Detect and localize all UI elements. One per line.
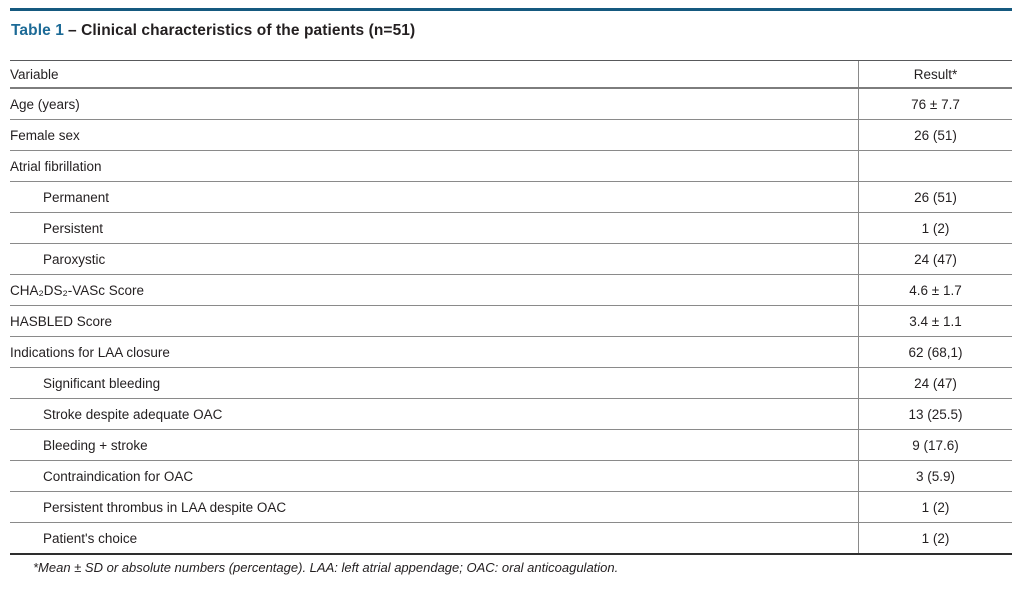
- result-cell: 76 ± 7.7: [858, 88, 1012, 120]
- variable-cell: Indications for LAA closure: [10, 336, 859, 368]
- table-row: Persistent 1 (2): [10, 212, 1012, 244]
- column-header-variable: Variable: [10, 60, 859, 89]
- result-cell: 62 (68,1): [858, 336, 1012, 368]
- variable-cell: Atrial fibrillation: [10, 150, 859, 182]
- table-row: Contraindication for OAC 3 (5.9): [10, 460, 1012, 492]
- variable-cell: Female sex: [10, 119, 859, 151]
- table-row: Indications for LAA closure 62 (68,1): [10, 336, 1012, 368]
- table-row: Persistent thrombus in LAA despite OAC 1 …: [10, 491, 1012, 523]
- table-top-rule: [10, 8, 1012, 11]
- result-cell: 1 (2): [858, 522, 1012, 555]
- result-cell: 24 (47): [858, 367, 1012, 399]
- table-title: Table 1– Clinical characteristics of the…: [11, 22, 415, 40]
- table-row: Paroxystic 24 (47): [10, 243, 1012, 275]
- table-row: CHA₂DS₂-VASc Score 4.6 ± 1.7: [10, 274, 1012, 306]
- result-cell: 26 (51): [858, 119, 1012, 151]
- variable-cell: Permanent: [10, 181, 859, 213]
- variable-cell: Paroxystic: [10, 243, 859, 275]
- table-row: Bleeding + stroke 9 (17.6): [10, 429, 1012, 461]
- result-cell: 24 (47): [858, 243, 1012, 275]
- variable-cell: CHA₂DS₂-VASc Score: [10, 274, 859, 306]
- variable-cell: Persistent: [10, 212, 859, 244]
- table-row: Atrial fibrillation: [10, 150, 1012, 182]
- result-cell: 1 (2): [858, 491, 1012, 523]
- result-cell: 26 (51): [858, 181, 1012, 213]
- table-header: Variable Result*: [10, 60, 1012, 89]
- result-cell: 9 (17.6): [858, 429, 1012, 461]
- table-row: Permanent 26 (51): [10, 181, 1012, 213]
- result-cell: 3 (5.9): [858, 460, 1012, 492]
- table-number-label: Table 1: [11, 22, 64, 39]
- result-cell: [858, 150, 1012, 182]
- header-row: Variable Result*: [10, 60, 1012, 89]
- variable-cell: Stroke despite adequate OAC: [10, 398, 859, 430]
- table-row: Significant bleeding 24 (47): [10, 367, 1012, 399]
- table-title-text: – Clinical characteristics of the patien…: [67, 22, 416, 39]
- table-footnote: *Mean ± SD or absolute numbers (percenta…: [33, 560, 619, 575]
- variable-cell: Contraindication for OAC: [10, 460, 859, 492]
- variable-cell: Patient's choice: [10, 522, 859, 555]
- result-cell: 4.6 ± 1.7: [858, 274, 1012, 306]
- table-body: Age (years) 76 ± 7.7 Female sex 26 (51) Atri…: [10, 88, 1012, 555]
- result-cell: 13 (25.5): [858, 398, 1012, 430]
- result-cell: 3.4 ± 1.1: [858, 305, 1012, 337]
- column-header-result: Result*: [858, 60, 1012, 89]
- result-cell: 1 (2): [858, 212, 1012, 244]
- table-row: Female sex 26 (51): [10, 119, 1012, 151]
- table-row: Patient's choice 1 (2): [10, 522, 1012, 555]
- table-row: Stroke despite adequate OAC 13 (25.5): [10, 398, 1012, 430]
- clinical-characteristics-table: Variable Result* Age (years) 76 ± 7.7 Fema…: [10, 60, 1012, 555]
- variable-cell: Significant bleeding: [10, 367, 859, 399]
- variable-cell: HASBLED Score: [10, 305, 859, 337]
- table-row: Age (years) 76 ± 7.7: [10, 88, 1012, 120]
- variable-cell: Bleeding + stroke: [10, 429, 859, 461]
- table-row: HASBLED Score 3.4 ± 1.1: [10, 305, 1012, 337]
- variable-cell: Age (years): [10, 88, 859, 120]
- variable-cell: Persistent thrombus in LAA despite OAC: [10, 491, 859, 523]
